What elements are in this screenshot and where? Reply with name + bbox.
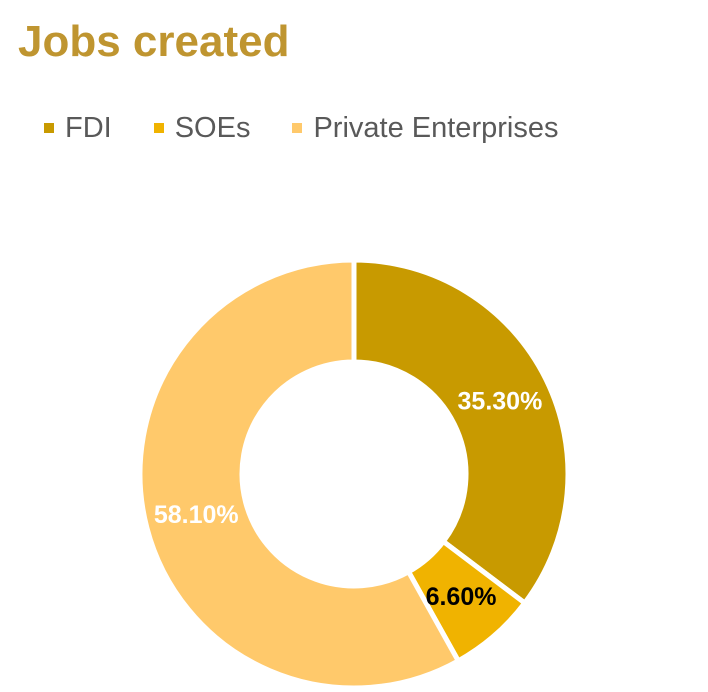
donut-slice-fdi[interactable] <box>351 257 571 607</box>
legend-label-fdi: FDI <box>65 112 112 144</box>
legend-item-soes[interactable]: SOEs <box>153 110 251 146</box>
chart-title: Jobs created <box>18 17 290 66</box>
donut-data-labels: 35.30% 6.60% 58.10% <box>154 387 542 611</box>
data-label-private-enterprises: 58.10% <box>154 501 239 529</box>
legend-label-private-enterprises: Private Enterprises <box>313 112 559 144</box>
donut-slices <box>137 257 571 691</box>
legend-swatch-fdi <box>44 123 54 133</box>
legend-item-private-enterprises[interactable]: Private Enterprises <box>292 110 558 146</box>
data-label-fdi: 35.30% <box>458 387 543 415</box>
donut-slice-private-enterprises[interactable] <box>137 257 462 691</box>
legend-swatch-soes <box>153 123 164 133</box>
data-label-soes: 6.60% <box>426 583 497 611</box>
legend-swatch-private-enterprises <box>292 123 303 133</box>
legend-label-soes: SOEs <box>174 112 251 144</box>
legend-item-fdi[interactable]: FDI <box>44 110 112 146</box>
chart-legend: FDI SOEs Private Enterprises <box>44 110 600 146</box>
